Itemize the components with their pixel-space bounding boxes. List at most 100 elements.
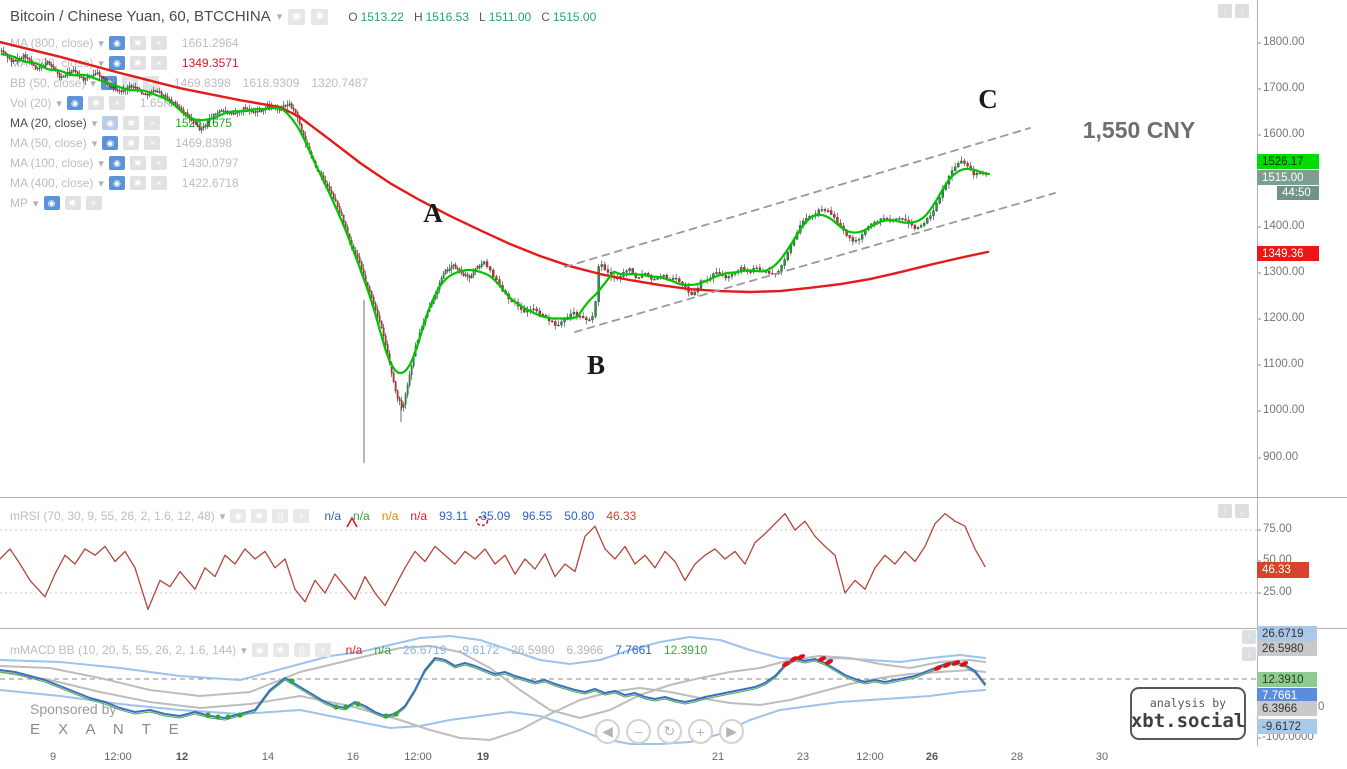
annotation-b: B [586,350,606,380]
chevron-down-icon[interactable]: ▾ [98,157,104,170]
gear-icon[interactable]: ✱ [129,176,146,190]
chevron-down-icon[interactable]: ▾ [219,510,226,523]
chart-header: Bitcoin / Chinese Yuan, 60, BTCCHINA ▾ ◉… [10,8,596,25]
source-code-button[interactable]: {} [293,643,310,657]
eye-button[interactable]: ◉ [108,156,125,170]
eye-button[interactable]: ◉ [251,643,268,657]
eye-button[interactable]: ◉ [230,509,247,523]
eye-button[interactable]: ◉ [108,36,125,50]
indicator-value: -9.6172 [458,643,500,657]
indicator-value: n/a [381,509,399,523]
remove-button[interactable]: × [150,36,167,50]
move-pane-up-button[interactable]: ↑ [1218,504,1232,518]
source-code-button[interactable]: {} [272,509,289,523]
move-pane-down-button[interactable]: ↓ [1242,647,1256,661]
gear-icon[interactable]: ✱ [129,56,146,70]
chevron-down-icon[interactable]: ▾ [98,37,104,50]
remove-button[interactable]: × [85,196,102,210]
indicator-value: 12.3910 [663,643,708,657]
ohlc-number: 1513.22 [360,9,404,24]
chevron-down-icon[interactable]: ▾ [91,137,98,150]
pane-separator[interactable] [0,628,1347,629]
indicator-label[interactable]: BB (50, close) [10,76,86,90]
indicator-value: 1469.8398 [175,136,232,150]
gear-icon[interactable]: ✱ [123,116,140,130]
indicator-label[interactable]: MA (400, close) [10,176,94,190]
price-badge: -9.6172 [1257,719,1317,734]
remove-button[interactable]: × [150,176,167,190]
chevron-down-icon[interactable]: ▾ [276,11,283,23]
move-pane-down-button[interactable]: ↓ [1235,4,1249,18]
zoom-out-button[interactable]: − [626,719,651,744]
gear-icon[interactable]: ✱ [129,36,146,50]
gear-icon[interactable]: ✱ [129,156,146,170]
indicator-label[interactable]: MA (20, close) [10,116,87,130]
chevron-down-icon[interactable]: ▾ [56,97,62,110]
indicator-label[interactable]: mRSI (70, 30, 9, 55, 26, 2, 1.6, 12, 48) [10,509,215,523]
sponsor-brand[interactable]: E X A N T E [30,721,186,738]
remove-button[interactable]: × [144,136,161,150]
chevron-down-icon[interactable]: ▾ [241,644,247,657]
remove-button[interactable]: × [150,156,167,170]
pan-right-button[interactable]: ▶ [719,719,744,744]
indicator-values: n/a n/a 26.6719 -9.6172 26.5980 6.3966 7.7661 1… [346,643,708,657]
symbol-title[interactable]: Bitcoin / Chinese Yuan, 60, BTCCHINA [10,8,271,25]
zoom-in-button[interactable]: + [688,719,713,744]
chevron-down-icon[interactable]: ▾ [90,77,96,90]
indicator-label[interactable]: MA (100, close) [10,156,94,170]
pane-separator[interactable] [0,497,1347,498]
gear-icon[interactable]: ✱ [64,196,81,210]
remove-button[interactable]: × [314,643,331,657]
eye-button[interactable]: ◉ [102,136,119,150]
remove-button[interactable]: × [108,96,125,110]
eye-button[interactable]: ◉ [66,96,83,110]
eye-button[interactable]: ◉ [102,116,119,130]
indicator-label[interactable]: Vol (20) [10,96,52,110]
move-pane-up-button[interactable]: ↑ [1218,4,1232,18]
indicator-values: 1349.3571 [182,56,239,70]
indicator-label[interactable]: mMACD BB (10, 20, 5, 55, 26, 2, 1.6, 144… [10,643,237,657]
remove-button[interactable]: × [293,509,310,523]
remove-button[interactable]: × [150,56,167,70]
time-tick-label: 14 [261,751,275,763]
reset-view-button[interactable]: ↻ [657,719,682,744]
ohlc-label: C [541,9,550,24]
indicator-row: mMACD BB (10, 20, 5, 55, 26, 2, 1.6, 144… [10,640,707,660]
gear-icon[interactable]: ✱ [87,96,104,110]
indicator-label[interactable]: MA (50, close) [10,136,87,150]
indicator-row: MA (50, close) ▾ ◉ ✱ × 1469.8398 [10,133,368,153]
move-pane-up-button[interactable]: ↑ [1242,630,1256,644]
gear-icon[interactable]: ✱ [123,136,140,150]
gear-icon[interactable]: ✱ [251,509,268,523]
macd-pane-header: mMACD BB (10, 20, 5, 55, 26, 2, 1.6, 144… [10,640,707,660]
price-badge: 1515.00 [1257,170,1319,185]
settings-icon[interactable]: ✱ [311,8,329,25]
chevron-down-icon[interactable]: ▾ [91,117,98,130]
chevron-down-icon[interactable]: ▾ [98,177,104,190]
sponsor-ad[interactable]: Sponsored by E X A N T E [30,701,186,738]
move-pane-down-button[interactable]: ↓ [1235,504,1249,518]
indicator-value: 46.33 [606,509,637,523]
axis-tick-label: 1300.00 [1263,266,1305,278]
axis-tick-label: 1700.00 [1263,82,1305,94]
eye-button[interactable]: ◉ [108,56,125,70]
ohlc-value: C 1515.00 [541,10,596,24]
eye-button[interactable]: ◉ [108,176,125,190]
indicator-row: mRSI (70, 30, 9, 55, 26, 2, 1.6, 12, 48)… [10,506,636,526]
remove-button[interactable]: × [144,116,161,130]
pan-left-button[interactable]: ◀ [595,719,620,744]
annotation-c: C [978,84,998,114]
chevron-down-icon[interactable]: ▾ [33,197,39,210]
indicator-value: 1349.3571 [181,56,239,70]
time-axis[interactable]: 9 12:00 12 14 16 12:00 19 21 23 12:00 26 28 30 [0,746,1347,769]
indicator-value: 50.80 [564,509,595,523]
time-tick-label: 19 [476,751,490,763]
indicator-label[interactable]: MP [10,196,28,210]
eye-button[interactable]: ◉ [43,196,60,210]
chevron-down-icon[interactable]: ▾ [98,57,104,70]
compare-icon[interactable]: ◉ [288,8,306,25]
gear-icon[interactable]: ✱ [272,643,289,657]
indicator-label[interactable]: MA (800, close) [10,36,94,50]
axis-tick-label: 1600.00 [1263,128,1305,140]
